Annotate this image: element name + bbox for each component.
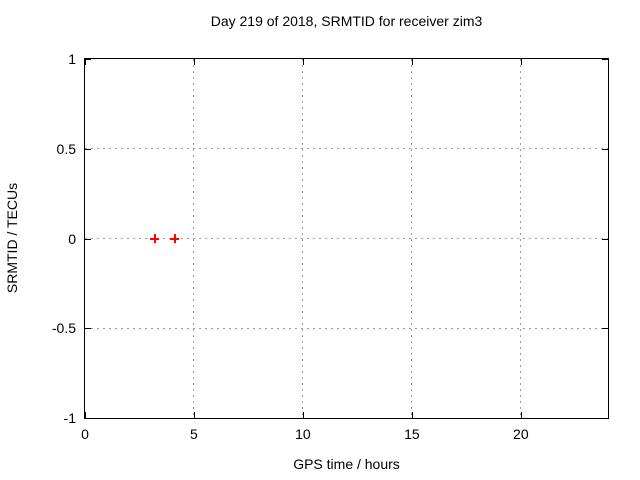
marker-vertical-arm xyxy=(173,234,176,243)
x-tick-label: 10 xyxy=(295,426,311,442)
x-axis-title: GPS time / hours xyxy=(293,456,400,472)
x-tick-label: 15 xyxy=(404,426,420,442)
x-tick-label: 20 xyxy=(513,426,529,442)
y-gridline xyxy=(85,238,608,239)
y-tick xyxy=(85,328,91,330)
x-tick xyxy=(193,412,195,418)
y-tick xyxy=(85,59,91,60)
y-tick-label: -0.5 xyxy=(51,320,76,337)
x-tick-mirror xyxy=(411,59,413,65)
x-tick xyxy=(411,412,413,418)
y-gridline xyxy=(85,327,608,329)
chart-title: Day 219 of 2018, SRMTID for receiver zim… xyxy=(210,13,483,29)
y-axis-title: SRMTID / TECUs xyxy=(4,182,20,294)
y-tick-label: 1 xyxy=(68,51,76,67)
y-tick xyxy=(85,148,91,150)
y-tick-mirror xyxy=(602,238,608,240)
y-tick-label: -1 xyxy=(63,410,76,426)
plot-area xyxy=(84,58,609,419)
x-tick xyxy=(85,412,86,418)
data-point-marker xyxy=(169,234,179,243)
x-tick-label: 0 xyxy=(81,426,89,442)
x-tick xyxy=(520,412,522,418)
y-tick-label: 0 xyxy=(68,230,76,247)
x-tick-mirror xyxy=(302,59,304,65)
x-tick-label: 5 xyxy=(190,426,198,442)
y-tick xyxy=(85,238,91,240)
y-tick-mirror xyxy=(602,59,608,60)
data-point-marker xyxy=(150,234,160,243)
y-tick-mirror xyxy=(602,418,608,419)
marker-vertical-arm xyxy=(154,234,157,243)
x-tick xyxy=(302,412,304,418)
x-tick-mirror xyxy=(85,59,86,65)
y-gridline xyxy=(85,148,608,150)
y-tick-mirror xyxy=(602,328,608,330)
x-tick-mirror xyxy=(193,59,195,65)
y-tick-label: 0.5 xyxy=(56,140,76,157)
x-tick-mirror xyxy=(520,59,522,65)
y-tick xyxy=(85,418,91,419)
y-tick-mirror xyxy=(602,148,608,150)
